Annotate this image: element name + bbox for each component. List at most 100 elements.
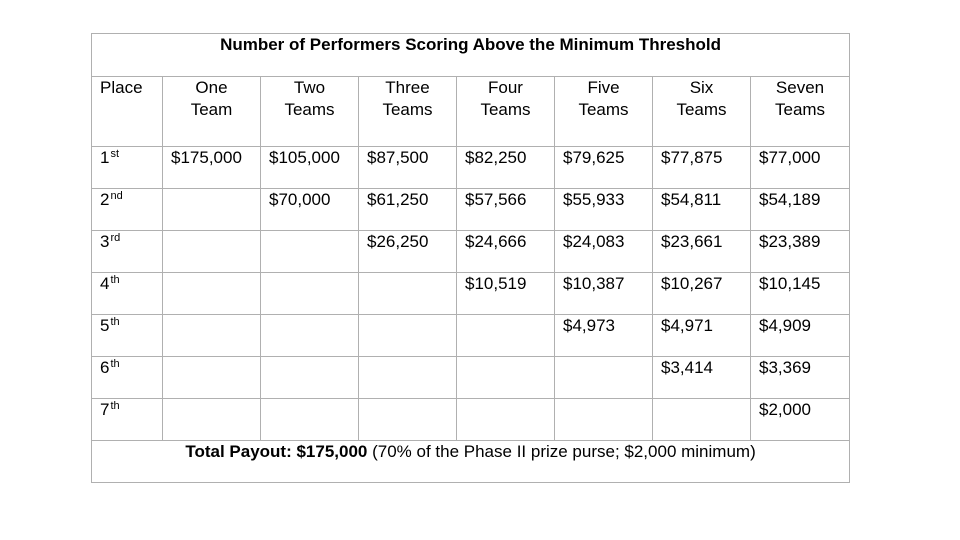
- total-payout-detail: (70% of the Phase II prize purse; $2,000…: [367, 442, 756, 461]
- column-header-line2: Teams: [480, 100, 531, 119]
- column-header: Seven Teams: [749, 76, 851, 147]
- column-header-line1: Six: [689, 78, 714, 97]
- payout-cell: [260, 356, 359, 399]
- payout-cell: $10,267: [652, 272, 751, 315]
- payout-cell: $3,414: [652, 356, 751, 399]
- table-row: 4th $10,519 $10,387 $10,267 $10,145: [91, 272, 851, 315]
- payout-cell: $3,369: [749, 356, 851, 399]
- column-header-line2: Teams: [578, 100, 629, 119]
- payout-cell: [162, 356, 261, 399]
- payout-cell: [358, 272, 457, 315]
- payout-cell: $77,000: [749, 146, 851, 189]
- payout-cell: $82,250: [456, 146, 555, 189]
- payout-cell: [260, 398, 359, 441]
- column-header: Two Teams: [260, 76, 359, 147]
- payout-cell: $2,000: [749, 398, 851, 441]
- place-header: Place: [91, 76, 163, 147]
- payout-cell: $4,971: [652, 314, 751, 357]
- payout-cell: $10,387: [554, 272, 653, 315]
- payout-cell: [456, 356, 555, 399]
- payout-cell: [162, 314, 261, 357]
- payout-cell: [358, 398, 457, 441]
- table-row: 6th $3,414 $3,369: [91, 356, 851, 399]
- payout-cell: $26,250: [358, 230, 457, 273]
- payout-cell: $23,661: [652, 230, 751, 273]
- column-header: Five Teams: [554, 76, 653, 147]
- place-suffix: th: [110, 274, 120, 286]
- payout-cell: $10,145: [749, 272, 851, 315]
- place-number: 5: [100, 316, 110, 335]
- footer-row: Total Payout: $175,000 (70% of the Phase…: [90, 440, 851, 483]
- payout-cell: $54,811: [652, 188, 751, 231]
- payout-cell: [652, 398, 751, 441]
- total-payout-note: Total Payout: $175,000 (70% of the Phase…: [90, 440, 851, 483]
- column-header: Three Teams: [358, 76, 457, 147]
- payout-cell: [358, 314, 457, 357]
- payout-cell: $23,389: [749, 230, 851, 273]
- column-header-line1: Seven: [775, 78, 825, 97]
- payout-cell: [162, 398, 261, 441]
- payout-cell: $4,973: [554, 314, 653, 357]
- column-header-line1: Five: [587, 78, 620, 97]
- payout-cell: [162, 188, 261, 231]
- column-header-line1: Three: [385, 78, 430, 97]
- place-suffix: st: [110, 148, 120, 160]
- header-row: Place One Team Two Teams Three Teams Four Teams…: [91, 76, 851, 147]
- column-header-line1: Two: [293, 78, 326, 97]
- table-row: 3rd $26,250 $24,666 $24,083 $23,661 $23,389: [91, 230, 851, 273]
- payout-cell: $55,933: [554, 188, 653, 231]
- place-cell: 4th: [91, 272, 163, 315]
- column-header: Six Teams: [652, 76, 751, 147]
- payout-cell: [358, 356, 457, 399]
- place-number: 4: [100, 274, 110, 293]
- payout-cell: [260, 314, 359, 357]
- column-header: Four Teams: [456, 76, 555, 147]
- place-suffix: nd: [110, 190, 123, 202]
- column-header-line2: Teams: [284, 100, 335, 119]
- payout-cell: [554, 356, 653, 399]
- place-number: 1: [100, 148, 110, 167]
- payout-cell: $4,909: [749, 314, 851, 357]
- place-suffix: th: [110, 400, 120, 412]
- column-header-line1: One: [195, 78, 228, 97]
- place-suffix: th: [110, 358, 120, 370]
- payout-cell: [456, 398, 555, 441]
- payout-cell: [162, 230, 261, 273]
- place-suffix: th: [110, 316, 120, 328]
- place-cell: 2nd: [91, 188, 163, 231]
- column-header-line2: Teams: [676, 100, 727, 119]
- place-cell: 5th: [91, 314, 163, 357]
- payout-cell: [260, 272, 359, 315]
- payout-cell: $105,000: [260, 146, 359, 189]
- payout-cell: $77,875: [652, 146, 751, 189]
- payout-cell: $10,519: [456, 272, 555, 315]
- title-row: Number of Performers Scoring Above the M…: [90, 33, 851, 77]
- payout-cell: [554, 398, 653, 441]
- column-header: One Team: [162, 76, 261, 147]
- payout-cell: $79,625: [554, 146, 653, 189]
- payout-cell: $70,000: [260, 188, 359, 231]
- payout-cell: [260, 230, 359, 273]
- payout-table: Number of Performers Scoring Above the M…: [90, 33, 851, 483]
- place-cell: 6th: [91, 356, 163, 399]
- place-cell: 1st: [91, 146, 163, 189]
- payout-cell: $24,666: [456, 230, 555, 273]
- place-cell: 3rd: [91, 230, 163, 273]
- payout-cell: [162, 272, 261, 315]
- place-cell: 7th: [91, 398, 163, 441]
- table-row: 5th $4,973 $4,971 $4,909: [91, 314, 851, 357]
- place-suffix: rd: [110, 232, 121, 244]
- place-number: 3: [100, 232, 110, 251]
- table-title: Number of Performers Scoring Above the M…: [90, 33, 851, 77]
- payout-cell: $54,189: [749, 188, 851, 231]
- payout-cell: $175,000: [162, 146, 261, 189]
- payout-cell: $57,566: [456, 188, 555, 231]
- column-header-line2: Teams: [774, 100, 826, 119]
- place-number: 2: [100, 190, 110, 209]
- table-row: 7th $2,000: [91, 398, 851, 441]
- payout-cell: $24,083: [554, 230, 653, 273]
- payout-cell: [456, 314, 555, 357]
- column-header-line2: Teams: [382, 100, 433, 119]
- payout-cell: $61,250: [358, 188, 457, 231]
- place-number: 7: [100, 400, 110, 419]
